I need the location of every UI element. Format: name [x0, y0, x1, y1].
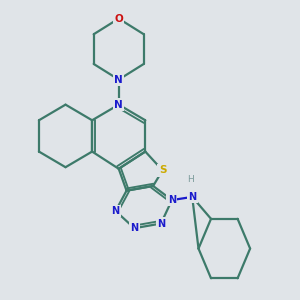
Text: S: S: [159, 165, 166, 175]
Text: N: N: [130, 223, 138, 233]
Text: H: H: [187, 175, 194, 184]
Text: N: N: [168, 195, 176, 205]
Text: N: N: [114, 75, 123, 85]
Text: O: O: [114, 14, 123, 24]
Text: N: N: [188, 192, 196, 202]
Text: N: N: [114, 100, 123, 110]
Text: N: N: [112, 206, 120, 216]
Text: N: N: [157, 218, 165, 229]
